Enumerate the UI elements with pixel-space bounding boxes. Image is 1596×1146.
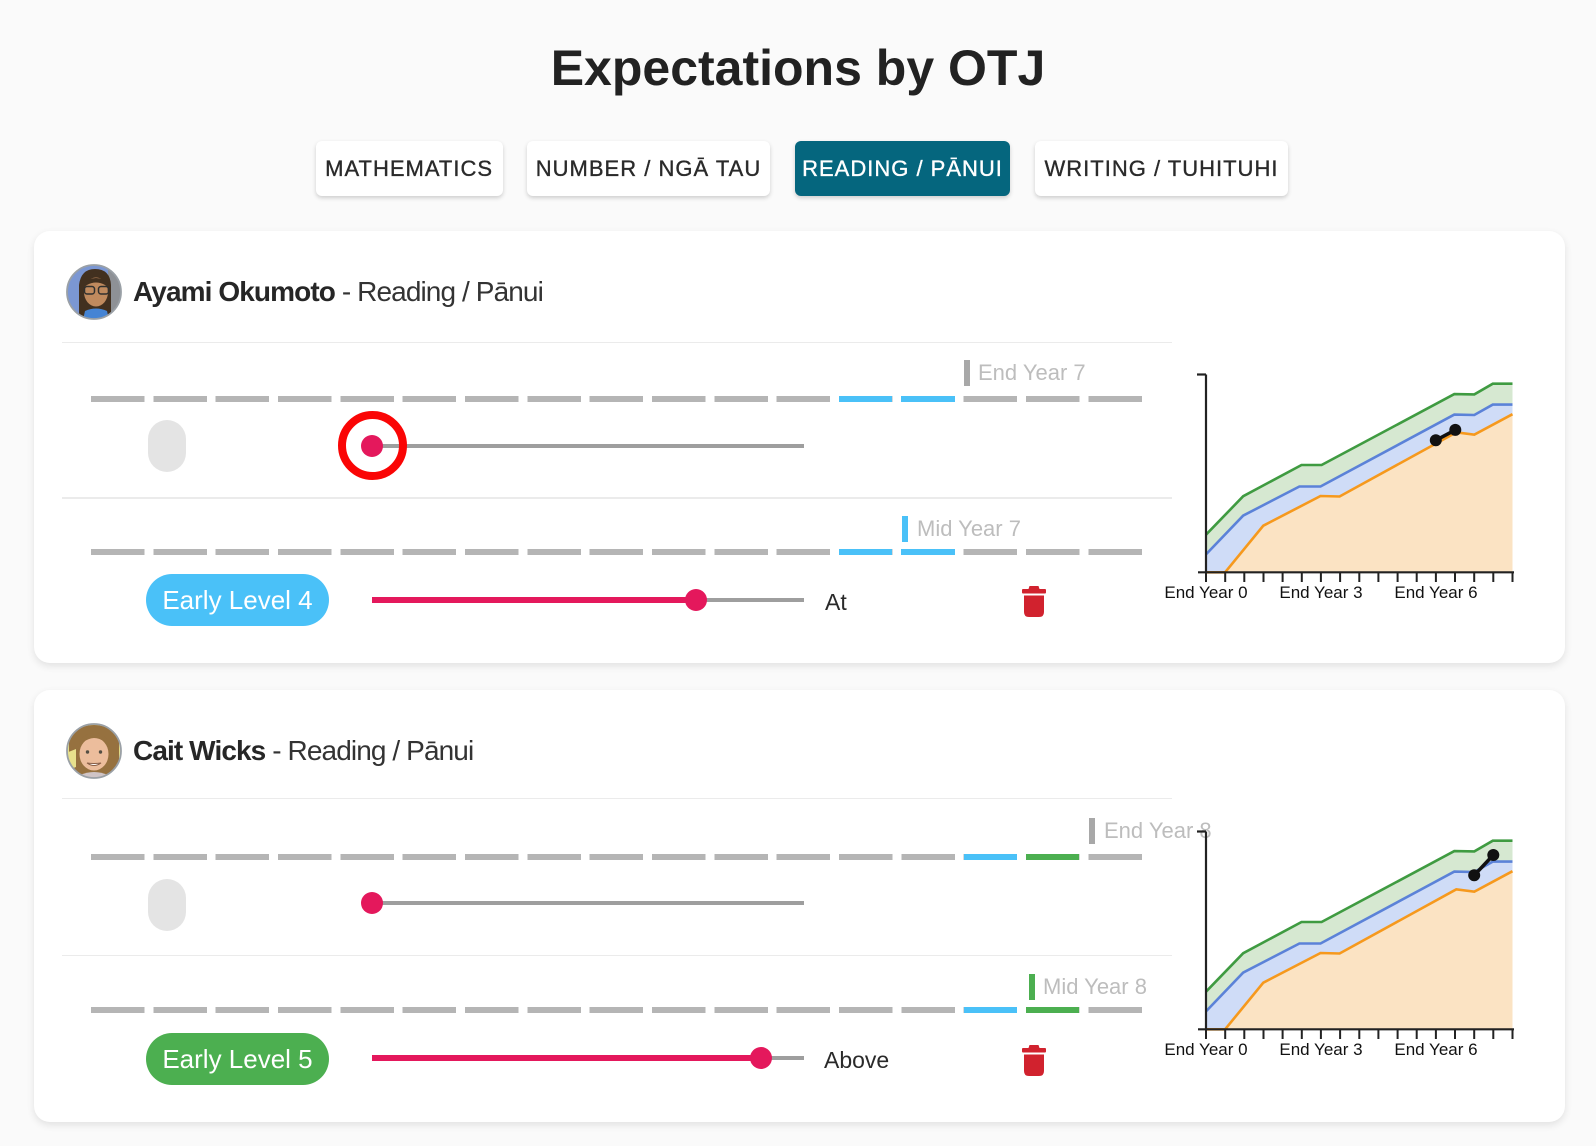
svg-text:End Year 3: End Year 3: [1279, 583, 1362, 602]
svg-text:End Year 6: End Year 6: [1394, 1040, 1477, 1059]
svg-text:End Year 6: End Year 6: [1394, 583, 1477, 602]
svg-text:End Year 0: End Year 0: [1164, 1040, 1247, 1059]
svg-text:End Year 3: End Year 3: [1279, 1040, 1362, 1059]
svg-text:End Year 0: End Year 0: [1164, 583, 1247, 602]
